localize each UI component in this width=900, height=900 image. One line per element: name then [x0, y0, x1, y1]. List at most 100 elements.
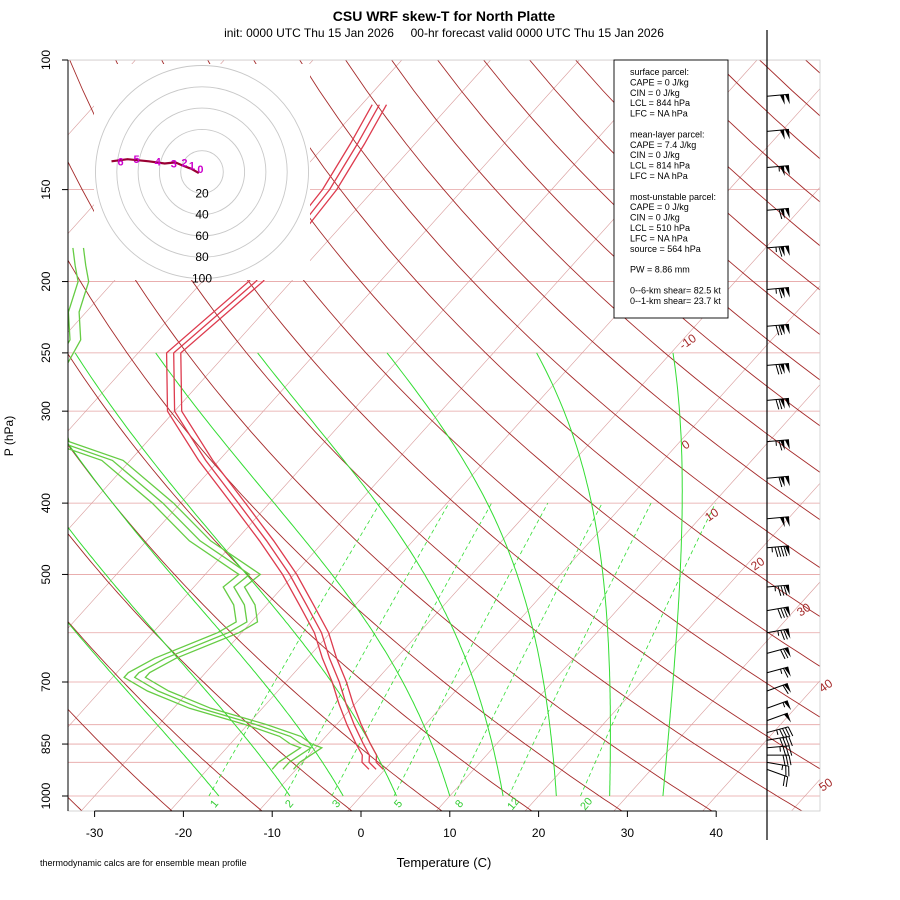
stats-line: CIN = 0 J/kg [630, 150, 680, 160]
wind-barb-staff [766, 768, 788, 778]
wind-barb-staff [766, 647, 789, 654]
mixing-ratio-line [453, 502, 603, 797]
wind-barb-full [779, 737, 784, 748]
wind-barb-flag [784, 516, 790, 527]
y-tick-label: 500 [39, 564, 53, 584]
isotherm-line [613, 581, 820, 811]
dry-adiabat-line [391, 60, 820, 473]
x-axis-label: Temperature (C) [397, 855, 492, 870]
wind-barb-flag [779, 287, 785, 298]
wind-barb-full [783, 629, 788, 640]
wind-barb-flag [784, 545, 790, 556]
wind-barb-full [778, 325, 783, 336]
wind-barb [766, 545, 790, 558]
wind-barb [766, 516, 790, 528]
wind-barb-full [777, 608, 783, 619]
mixing-ratio-label: 20 [578, 796, 595, 813]
wind-barb-staff [766, 700, 788, 709]
dry-adiabat-line [68, 443, 443, 811]
stats-line: CAPE = 7.4 J/kg [630, 140, 696, 150]
hodograph-ring-label: 40 [195, 208, 209, 222]
wind-barb-staff [766, 726, 789, 734]
y-tick-label: 850 [39, 734, 53, 754]
hodograph-ring [116, 86, 288, 258]
stats-line: PW = 8.86 mm [630, 265, 690, 275]
wind-barb-flag [784, 398, 790, 409]
dry-adiabat-line [68, 620, 263, 811]
wind-barb-full [782, 775, 786, 787]
dry-adiabat-line [69, 60, 803, 811]
y-tick-label: 200 [39, 271, 53, 291]
x-tick-label: -10 [264, 826, 282, 840]
dry-adiabat-line [68, 532, 353, 811]
moist-adiabat-line [68, 442, 344, 797]
wind-barb-full [778, 288, 783, 299]
dry-adiabat-line [68, 259, 623, 811]
hodograph-bg [94, 64, 310, 280]
wind-barb [766, 128, 790, 140]
wind-barb-full [775, 325, 780, 336]
wind-barb-full [778, 209, 783, 220]
isotherm-label: 40 [816, 676, 835, 695]
wind-barb [766, 735, 793, 748]
wind-barb-full [782, 668, 789, 678]
wind-barb-flag [784, 363, 790, 374]
wind-barb [766, 745, 793, 757]
dry-adiabat-line [68, 708, 173, 811]
wind-barb [766, 93, 790, 105]
isotherm-line [68, 60, 491, 531]
isotherm-line [524, 482, 820, 811]
wind-barb [766, 584, 790, 596]
wind-barb [766, 712, 792, 723]
stats-line: CIN = 0 J/kg [630, 213, 680, 223]
moist-adiabat-line [386, 352, 557, 797]
mixing-ratio-line [580, 502, 716, 797]
wind-barb-staff [766, 165, 789, 169]
dry-adiabat-line [68, 160, 713, 811]
wind-barb-full [780, 630, 785, 640]
wind-barb-staff [766, 363, 789, 366]
mixing-ratio-line [208, 502, 381, 797]
wind-barb [766, 439, 790, 451]
footnote: thermodynamic calcs are for ensemble mea… [40, 858, 247, 868]
wind-barb-full [787, 726, 794, 737]
wind-barb-flag [784, 208, 790, 219]
wind-barb-flag [784, 585, 790, 596]
dry-adiabat-line [437, 60, 820, 427]
wind-barb-flag [779, 324, 785, 335]
dry-adiabat-line [713, 60, 820, 160]
wind-barb-staff [766, 735, 789, 741]
wind-barb-full [777, 585, 782, 596]
wind-barb-full [775, 364, 780, 375]
wind-barb [766, 165, 790, 177]
wind-barb-flag [779, 517, 785, 528]
wind-barb-flag [784, 245, 790, 256]
wind-barb-flag [784, 628, 791, 639]
wind-barb-flag [779, 94, 785, 105]
mixing-ratio-label: 3 [330, 798, 343, 810]
isotherm-label: 0 [679, 437, 693, 452]
wind-barb-full [785, 736, 790, 747]
dry-adiabat-line [253, 60, 820, 618]
wind-barb-staff [766, 245, 789, 249]
wind-barb-full [788, 755, 792, 766]
x-tick-label: 10 [443, 826, 457, 840]
mixing-ratio-label: 2 [283, 798, 296, 810]
y-tick-label: 700 [39, 672, 53, 692]
mixing-ratio-label: 12 [505, 796, 522, 813]
wind-barb-flag [783, 700, 792, 711]
wind-barb-half [777, 630, 780, 636]
stats-line: CAPE = 0 J/kg [630, 202, 689, 212]
hodograph-ring-label: 80 [195, 250, 209, 264]
dewpoint-profile-line [68, 281, 302, 770]
hodograph-ring [137, 107, 267, 237]
isotherm-label: 50 [816, 775, 835, 794]
wind-barb [766, 606, 791, 619]
wind-barb-full [782, 746, 787, 757]
wind-barb-staff [766, 712, 788, 722]
stats-line: LCL = 844 hPa [630, 98, 690, 108]
wind-barb-full [779, 728, 785, 739]
wind-barb-full [782, 648, 789, 659]
x-tick-label: -20 [175, 826, 193, 840]
